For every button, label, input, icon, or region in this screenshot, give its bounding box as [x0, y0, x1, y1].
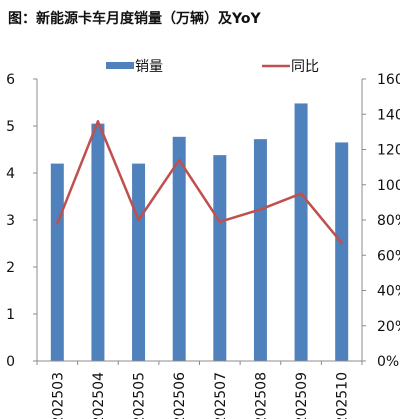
left-tick-label: 5: [6, 119, 15, 135]
left-tick-label: 1: [6, 307, 15, 323]
yoy-point: [177, 158, 181, 162]
left-tick-label: 3: [6, 213, 15, 229]
bar: [50, 163, 64, 361]
left-tick-label: 6: [6, 72, 15, 88]
chart-title: 图：新能源卡车月度销量（万辆）及YoY: [8, 11, 261, 27]
left-tick-label: 0: [6, 354, 15, 370]
legend-swatch-sales: [106, 62, 134, 69]
yoy-line: [56, 120, 343, 244]
bar: [213, 155, 227, 361]
x-tick-label: 202509: [294, 372, 310, 419]
yoy-point: [96, 120, 100, 123]
right-tick-label: 120%: [377, 143, 400, 159]
bar: [335, 142, 349, 361]
right-tick-label: 160%: [377, 72, 400, 88]
legend-label-yoy: 同比: [291, 59, 319, 75]
left-tick-label: 2: [6, 260, 15, 276]
yoy-point: [340, 241, 343, 245]
x-tick-label: 202505: [132, 372, 148, 419]
yoy-point: [137, 218, 140, 222]
right-tick-label: 140%: [377, 107, 400, 123]
right-tick-label: 60%: [377, 248, 400, 264]
right-tick-label: 20%: [377, 319, 400, 335]
x-tick-label: 202510: [335, 372, 351, 419]
bar: [294, 103, 308, 361]
x-tick-label: 202503: [50, 372, 66, 419]
x-tick-label: 202504: [91, 372, 107, 419]
bar: [253, 139, 267, 361]
bar: [132, 163, 146, 361]
yoy-point: [299, 192, 303, 195]
legend-label-sales: 销量: [135, 59, 163, 75]
right-tick-label: 40%: [377, 284, 400, 300]
yoy-point: [218, 220, 222, 223]
right-tick-label: 0%: [377, 354, 399, 370]
yoy-point: [56, 222, 59, 225]
bar: [91, 123, 105, 362]
x-tick-label: 202508: [253, 372, 269, 419]
right-tick-label: 80%: [377, 213, 400, 229]
right-tick-label: 100%: [377, 178, 400, 194]
x-tick-label: 202506: [172, 372, 188, 419]
bar: [172, 136, 186, 361]
left-tick-label: 4: [6, 166, 15, 182]
yoy-point: [259, 208, 262, 211]
x-tick-label: 202507: [213, 372, 229, 419]
